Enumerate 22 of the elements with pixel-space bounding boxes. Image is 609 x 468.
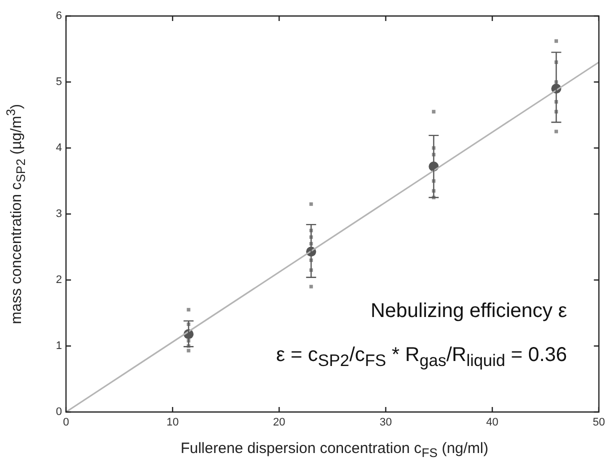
x-tick-label: 50 [592, 416, 606, 429]
x-tick-label: 40 [486, 416, 498, 429]
y-tick-label: 6 [56, 10, 62, 22]
x-axis-title: Fullerene dispersion concentration c$_{FS}$ (ng/ml) [180, 440, 490, 460]
y-tick-label: 3 [56, 208, 62, 220]
point [554, 130, 558, 134]
x-tick-label: 20 [273, 416, 286, 429]
y-tick-label: 0 [56, 406, 62, 418]
y-tick-label: 2 [56, 274, 62, 286]
y-tick-label: 1 [56, 340, 62, 352]
point [186, 348, 190, 352]
point [186, 308, 190, 312]
point [432, 110, 436, 114]
y-tick-label: 5 [56, 76, 62, 88]
point [554, 39, 558, 43]
y-tick-label: 4 [56, 142, 62, 154]
annotation: Nebulizing efficiency ε [370, 300, 567, 323]
x-tick-label: 10 [166, 416, 179, 429]
point [309, 284, 313, 288]
point [309, 202, 313, 206]
text: ε = c$_{SP2}$/c$_{FS}$ * R$_{gas}$/R$_{liquid}$ = 0.36 [276, 344, 567, 370]
x-tick-label: 30 [380, 416, 392, 429]
